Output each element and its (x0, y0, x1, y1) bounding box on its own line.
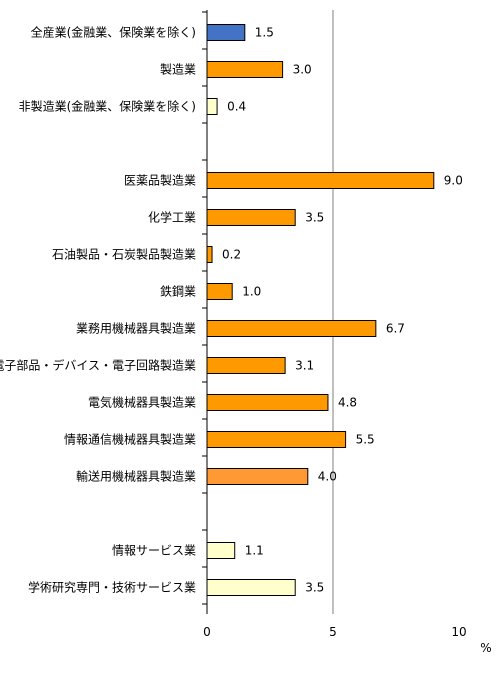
data-label: 0.2 (222, 248, 241, 262)
bar (206, 209, 296, 226)
category-label: 非製造業(金融業、保険業を除く) (19, 99, 196, 114)
bar (206, 542, 236, 559)
category-label: 電子部品・デバイス・電子回路製造業 (0, 358, 196, 373)
bars-layer: 全産業(金融業、保険業を除く) 1.5 製造業 3.0 非製造業(金融業、保険業を除く)… (0, 11, 463, 605)
category-label: 全産業(金融業、保険業を除く) (31, 25, 196, 40)
data-label: 1.1 (245, 544, 264, 558)
x-axis-ticks: 0 5 10% (203, 625, 492, 655)
category-label: 石油製品・石炭製品製造業 (52, 248, 196, 262)
category-label: 学術研究専門・技術サービス業 (28, 580, 196, 595)
data-label: 6.7 (386, 322, 405, 336)
bar (206, 468, 309, 485)
category-label: 情報通信機械器具製造業 (64, 432, 196, 447)
category-label: 鉄鋼業 (160, 284, 196, 299)
category-label: 化学工業 (148, 210, 196, 225)
bar (206, 283, 233, 300)
data-label: 0.4 (227, 100, 246, 114)
x-tick-label: 5 (329, 625, 337, 639)
data-label: 4.0 (318, 470, 337, 484)
data-label: 5.5 (356, 433, 375, 447)
category-label: 輸送用機械器具製造業 (76, 469, 196, 484)
data-label: 1.0 (242, 285, 261, 299)
data-label: 9.0 (444, 174, 463, 188)
category-label: 業務用機械器具製造業 (76, 321, 196, 336)
category-label: 情報サービス業 (112, 544, 196, 558)
bar (206, 98, 218, 115)
data-label: 4.8 (338, 396, 357, 410)
bar (206, 246, 213, 263)
x-tick-label: 0 (203, 625, 211, 639)
bar (206, 172, 435, 189)
category-label: 医薬品製造業 (124, 174, 196, 188)
bar (206, 579, 296, 596)
data-label: 3.5 (305, 211, 324, 225)
bar (206, 357, 286, 374)
category-label: 電気機械器具製造業 (88, 395, 196, 410)
bar (206, 320, 377, 337)
x-tick-label: 10 (451, 625, 466, 639)
bar (206, 24, 246, 41)
unit-label: % (480, 641, 491, 655)
bar (206, 61, 284, 78)
data-label: 1.5 (255, 26, 274, 40)
category-label: 製造業 (160, 63, 196, 77)
data-label: 3.1 (295, 359, 314, 373)
data-label: 3.5 (305, 581, 324, 595)
data-label: 3.0 (293, 63, 312, 77)
bar (206, 394, 329, 411)
bar (206, 431, 347, 448)
